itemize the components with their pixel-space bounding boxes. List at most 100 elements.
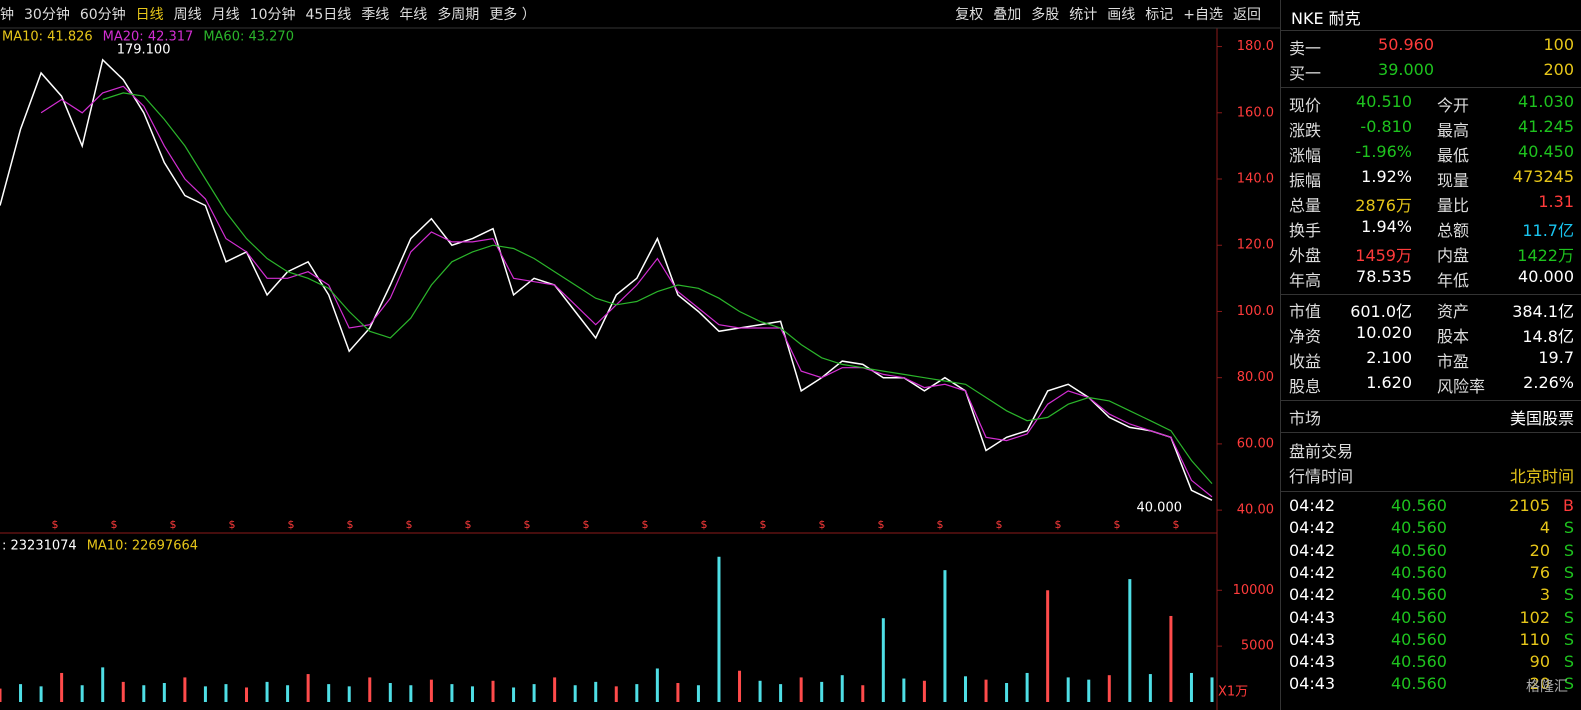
tool-button[interactable]: 标记 — [1145, 6, 1174, 23]
period-tab[interactable]: 更多 ） — [489, 6, 536, 23]
dividend-marker: $ — [170, 518, 177, 531]
volume-bar — [470, 686, 474, 702]
label: 最高 — [1437, 121, 1470, 140]
trade-price: 40.560 — [1391, 652, 1447, 672]
volume-bar — [779, 684, 783, 702]
qty: 200 — [1543, 60, 1574, 79]
dividend-marker: $ — [288, 518, 295, 531]
label: 资产 — [1437, 302, 1470, 321]
panel-row: 04:43 40.560 102 S — [1289, 608, 1574, 630]
dividend-marker: $ — [111, 518, 118, 531]
period-tab[interactable]: 30分钟 — [24, 6, 70, 23]
trade-side: S — [1563, 562, 1574, 582]
trade-time: 04:42 — [1289, 518, 1336, 538]
period-tab[interactable]: 45日线 — [305, 6, 352, 23]
volume-bar — [655, 668, 659, 702]
tool-button[interactable]: 多股 — [1031, 6, 1060, 23]
label: 涨幅 — [1289, 146, 1322, 165]
tool-button[interactable]: 返回 — [1233, 6, 1261, 23]
period-tab[interactable]: 60分钟 — [79, 6, 126, 23]
volume-bar — [1087, 679, 1091, 702]
value: 美国股票 — [1509, 409, 1574, 428]
value: 1.620 — [1366, 373, 1412, 392]
separator — [1281, 400, 1581, 401]
dividend-marker: $ — [524, 518, 531, 531]
panel-row: 振幅 1.92% 现量 473245 — [1289, 167, 1574, 190]
tool-button[interactable]: 统计 — [1069, 6, 1098, 23]
period-tab[interactable]: 季线 — [361, 6, 390, 23]
volume-bar — [265, 681, 269, 702]
period-tab[interactable]: 月线 — [211, 6, 240, 23]
label: 内盘 — [1437, 246, 1470, 265]
panel-row: 年高 78.535 年低 40.000 — [1289, 267, 1574, 290]
trade-price: 40.560 — [1391, 629, 1447, 649]
volume-bar — [614, 686, 618, 702]
value: 1422万 — [1517, 246, 1574, 265]
tool-button[interactable]: 叠加 — [993, 6, 1022, 23]
trade-side: S — [1563, 629, 1574, 649]
tool-button[interactable]: 画线 — [1107, 6, 1136, 23]
volume-bar — [224, 684, 228, 702]
label: 市场 — [1289, 409, 1322, 428]
volume-bar — [1107, 675, 1111, 702]
tool-button[interactable]: +自选 — [1183, 6, 1223, 23]
panel-row: 市场 美国股票 — [1289, 405, 1574, 428]
value: 41.030 — [1518, 92, 1574, 111]
price: 50.960 — [1378, 35, 1434, 54]
panel-row: 涨跌 -0.810 最高 41.245 — [1289, 117, 1574, 140]
period-tab[interactable]: 年线 — [399, 6, 428, 23]
period-tab[interactable]: 日线 — [135, 6, 164, 23]
panel-row: 总量 2876万 量比 1.31 — [1289, 192, 1574, 215]
volume-bar — [943, 570, 947, 702]
volume-bar — [1005, 683, 1009, 702]
value: -1.96% — [1355, 142, 1412, 161]
value: 2.100 — [1366, 348, 1412, 367]
label: 市盈 — [1437, 352, 1470, 371]
quote-panel: NKE 耐克 卖一 50.960 100 买一 39.000 200 现价 40.510 今开 41… — [1280, 0, 1581, 710]
period-tab[interactable]: 钟 — [0, 6, 14, 23]
panel-row: 04:42 40.560 3 S — [1289, 585, 1574, 607]
trade-side: S — [1563, 607, 1574, 627]
trade-qty: 76 — [1529, 562, 1550, 582]
volume-bar — [0, 688, 2, 702]
period-tab[interactable]: 周线 — [173, 6, 202, 23]
volume-bar — [676, 683, 680, 702]
label: 量比 — [1437, 196, 1470, 215]
trade-qty: 2105 — [1509, 496, 1550, 515]
label: 净资 — [1289, 327, 1322, 346]
panel-row: 行情时间 北京时间 — [1289, 463, 1574, 486]
panel-row: 04:43 40.560 110 S — [1289, 630, 1574, 652]
volume-bar — [1046, 590, 1050, 702]
dividend-marker: $ — [1173, 518, 1180, 531]
volume-bar — [347, 686, 351, 702]
volume-bar — [820, 681, 824, 702]
tool-button[interactable]: 复权 — [955, 6, 984, 23]
volume-bar — [1210, 677, 1214, 702]
volume-bar — [80, 685, 84, 702]
panel-row: 市值 601.0亿 资产 384.1亿 — [1289, 298, 1574, 321]
trade-qty: 90 — [1529, 652, 1550, 672]
volume-bar — [738, 670, 742, 702]
trade-price: 40.560 — [1391, 607, 1447, 627]
volume-bar — [758, 680, 762, 702]
trade-time: 04:43 — [1289, 629, 1336, 649]
period-tab[interactable]: 10分钟 — [249, 6, 296, 23]
trade-time: 04:42 — [1289, 496, 1336, 515]
volume-bar — [142, 685, 146, 702]
panel-row: 买一 39.000 200 — [1289, 60, 1574, 83]
value: -0.810 — [1360, 117, 1412, 136]
value: 40.000 — [1518, 267, 1574, 286]
label: 现量 — [1437, 171, 1470, 190]
value: 601.0亿 — [1350, 302, 1412, 321]
panel-row: 盘前交易 — [1289, 438, 1574, 461]
volume-bar — [635, 684, 639, 702]
panel-row: 换手 1.94% 总额 11.7亿 — [1289, 217, 1574, 240]
volume-bar — [594, 681, 598, 702]
dividend-marker: $ — [1055, 518, 1062, 531]
trade-price: 40.560 — [1391, 540, 1447, 560]
value: 2876万 — [1355, 196, 1412, 215]
volume-bar — [39, 686, 43, 702]
period-bar: 钟 30分钟 60分钟 日线 周线 月线 10分钟 45日线 季线 年线 多周期 更多 ） — [0, 0, 546, 27]
period-tab[interactable]: 多周期 — [437, 6, 480, 23]
value: 19.7 — [1538, 348, 1574, 367]
